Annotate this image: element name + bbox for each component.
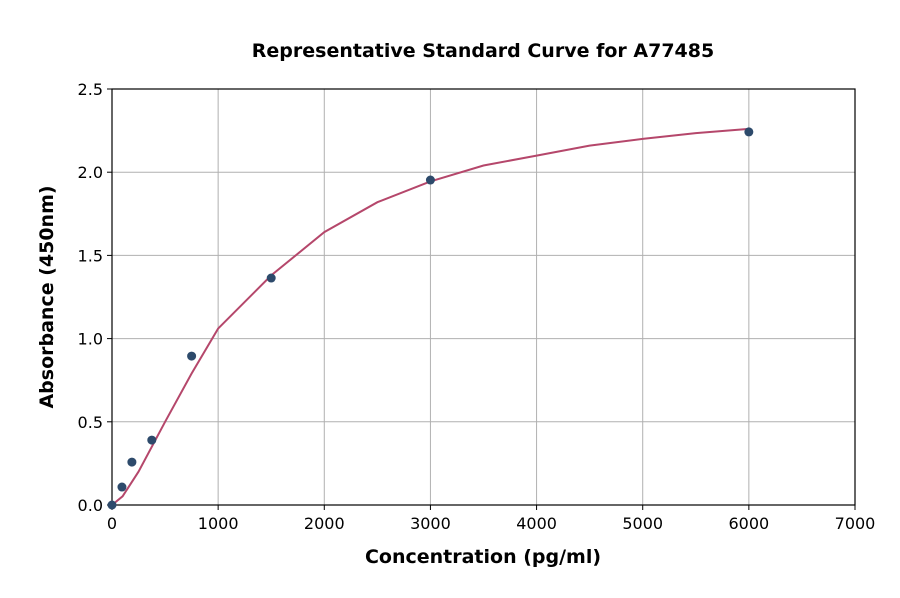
x-tick-label: 2000 bbox=[304, 514, 345, 533]
x-tick-label: 5000 bbox=[622, 514, 663, 533]
data-points bbox=[107, 127, 754, 510]
data-point bbox=[425, 175, 435, 185]
x-tick-label: 0 bbox=[107, 514, 117, 533]
x-axis-label: Concentration (pg/ml) bbox=[365, 546, 601, 568]
plot-frame bbox=[111, 88, 856, 506]
data-point bbox=[127, 457, 137, 467]
x-tick-label: 4000 bbox=[516, 514, 557, 533]
y-tick-label: 1.5 bbox=[78, 246, 103, 265]
y-tick-label: 1.0 bbox=[78, 330, 103, 349]
data-point bbox=[147, 435, 157, 445]
data-point bbox=[187, 351, 197, 361]
data-point bbox=[744, 127, 754, 137]
data-point bbox=[107, 500, 117, 510]
x-tick-label: 1000 bbox=[198, 514, 239, 533]
data-point bbox=[117, 482, 127, 492]
ticks: 0 1000 2000 3000 4000 5000 6000 7000 0.0 0.5 1.0 1.… bbox=[78, 80, 876, 533]
y-tick-label: 2.5 bbox=[78, 80, 103, 99]
chart-title: Representative Standard Curve for A77485 bbox=[252, 40, 714, 62]
x-tick-label: 3000 bbox=[410, 514, 451, 533]
x-tick-label: 6000 bbox=[728, 514, 769, 533]
x-tick-label: 7000 bbox=[835, 514, 876, 533]
y-tick-label: 2.0 bbox=[78, 163, 103, 182]
y-tick-label: 0.0 bbox=[78, 496, 103, 515]
fit-curve bbox=[111, 127, 749, 506]
y-axis-label: Absorbance (450nm) bbox=[36, 185, 58, 408]
y-tick-label: 0.5 bbox=[78, 413, 103, 432]
data-point bbox=[266, 273, 276, 283]
grid bbox=[111, 88, 856, 506]
